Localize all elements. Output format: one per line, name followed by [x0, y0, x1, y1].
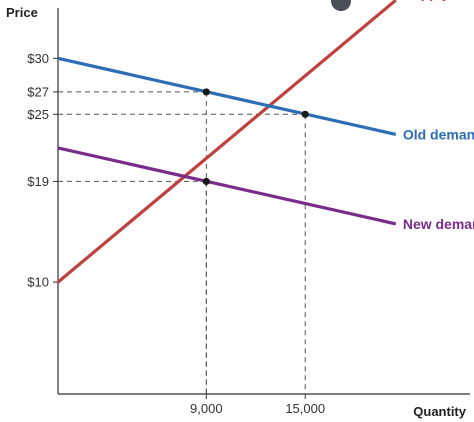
x-tick-label: 15,000 [285, 401, 325, 416]
new-demand-line [57, 146, 397, 226]
y-tick-label: $25 [27, 107, 49, 122]
x-tick-label: 9,000 [190, 401, 223, 416]
x-ticks: 9,000 15,000 [190, 394, 325, 416]
equilibrium-point [202, 88, 210, 96]
x-axis-title: Quantity [413, 404, 466, 419]
equilibrium-point [301, 110, 309, 118]
curves [56, 0, 397, 284]
equilibrium-points [202, 88, 309, 186]
guide-lines [58, 91, 306, 394]
y-tick-label: $30 [27, 51, 49, 66]
supply-label: Supply [403, 0, 450, 1]
y-tick-label: $27 [27, 84, 49, 99]
y-ticks: $30 $27 $25 $19 $10 [27, 51, 58, 290]
series-labels: Supply Old demand New demand [403, 0, 474, 232]
corner-dot [331, 0, 351, 11]
y-tick-label: $19 [27, 174, 49, 189]
equilibrium-point [202, 177, 210, 186]
old-demand-label: Old demand [403, 126, 474, 142]
supply-line [56, 0, 397, 284]
new-demand-label: New demand [403, 216, 474, 232]
y-axis-title: Price [6, 5, 38, 20]
y-tick-label: $10 [27, 275, 49, 290]
old-demand-line [57, 56, 397, 136]
